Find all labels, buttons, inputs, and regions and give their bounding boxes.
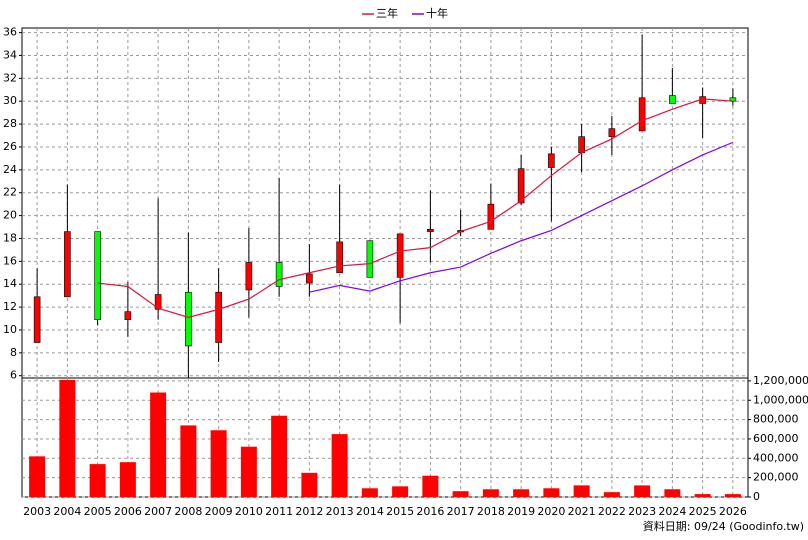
x-tick-label: 2004	[53, 505, 81, 518]
y-tick-label: 26	[3, 140, 17, 153]
y-tick-label: 18	[3, 231, 17, 244]
legend-label: 三年	[376, 6, 398, 20]
y2-tick-label: 1,200,000	[753, 374, 808, 387]
y-tick-label: 22	[3, 186, 17, 199]
y2-tick-label: 200,000	[753, 471, 799, 484]
x-tick-label: 2006	[114, 505, 142, 518]
candle-body	[427, 229, 434, 232]
candle-body	[669, 95, 676, 104]
x-tick-label: 2024	[658, 505, 686, 518]
volume-bar	[634, 485, 651, 497]
x-tick-label: 2021	[568, 505, 596, 518]
volume-bar	[210, 430, 227, 497]
candle-body	[396, 233, 404, 278]
candle-body	[275, 262, 283, 287]
y2-tick-label: 600,000	[753, 432, 799, 445]
x-tick-label: 2009	[205, 505, 233, 518]
y-tick-label: 10	[3, 323, 17, 336]
volume-bar	[29, 456, 46, 497]
x-tick-label: 2013	[326, 505, 354, 518]
volume-bar	[361, 488, 378, 497]
y2-tick-label: 1,000,000	[753, 393, 808, 406]
volume-bar	[603, 492, 620, 497]
volume-bar	[271, 415, 288, 497]
x-tick-label: 2018	[477, 505, 505, 518]
x-tick-label: 2014	[356, 505, 384, 518]
candle-body	[336, 241, 343, 274]
candle-body	[33, 296, 41, 343]
volume-bar	[573, 485, 590, 497]
candle-body	[64, 231, 71, 298]
volume-bar	[724, 494, 741, 497]
candle-body	[487, 203, 495, 230]
x-tick-label: 2015	[386, 505, 414, 518]
candle-body	[94, 231, 101, 320]
candle-body	[578, 136, 585, 153]
y2-tick-label: 0	[753, 490, 760, 503]
y-tick-label: 34	[3, 48, 17, 61]
candle-body	[245, 262, 253, 291]
volume-bar	[392, 486, 409, 497]
ma-line	[97, 98, 733, 319]
x-tick-label: 2012	[295, 505, 323, 518]
volume-bar	[513, 489, 530, 497]
y-tick-label: 6	[10, 369, 17, 382]
y2-tick-label: 800,000	[753, 413, 799, 426]
x-tick-label: 2026	[719, 505, 747, 518]
x-tick-label: 2022	[598, 505, 626, 518]
ma-line	[309, 141, 734, 293]
y-tick-label: 24	[3, 163, 17, 176]
volume-bar	[543, 488, 560, 497]
candle-body	[185, 291, 192, 347]
volume-bar	[59, 379, 76, 497]
volume-bar	[150, 392, 167, 497]
volume-bar	[482, 489, 499, 497]
y-tick-label: 16	[3, 254, 17, 267]
x-tick-label: 2019	[507, 505, 535, 518]
x-tick-label: 2011	[265, 505, 293, 518]
candle-body	[215, 291, 222, 343]
x-tick-label: 2010	[235, 505, 263, 518]
x-tick-label: 2016	[416, 505, 444, 518]
x-tick-label: 2025	[689, 505, 717, 518]
volume-bar	[89, 464, 106, 497]
price-frame	[21, 27, 749, 379]
volume-bar	[422, 475, 439, 497]
y-tick-label: 32	[3, 71, 17, 84]
candle-body	[638, 97, 646, 132]
y-tick-label: 20	[3, 209, 17, 222]
x-tick-label: 2017	[447, 505, 475, 518]
legend-label: 十年	[426, 6, 448, 20]
volume-bar	[694, 494, 711, 497]
volume-bar	[301, 472, 318, 497]
x-tick-label: 2005	[84, 505, 112, 518]
volume-bar	[331, 434, 348, 497]
x-tick-label: 2003	[23, 505, 51, 518]
candle-body	[608, 128, 616, 137]
y-tick-label: 8	[10, 346, 17, 359]
candle-body	[124, 311, 132, 320]
y2-tick-label: 400,000	[753, 451, 799, 464]
candle-body	[366, 240, 374, 278]
candle-body	[517, 168, 525, 204]
x-tick-label: 2020	[537, 505, 565, 518]
candle-body	[154, 294, 162, 310]
y-tick-label: 30	[3, 94, 17, 107]
volume-bar	[452, 491, 469, 497]
x-tick-label: 2023	[628, 505, 656, 518]
y-tick-label: 12	[3, 300, 17, 313]
candle-body	[548, 153, 555, 168]
candle-body	[306, 273, 313, 284]
x-tick-label: 2008	[174, 505, 202, 518]
y-tick-label: 28	[3, 117, 17, 130]
volume-bar	[119, 462, 136, 497]
volume-bar	[664, 489, 681, 497]
volume-bar	[180, 425, 197, 497]
y-tick-label: 14	[3, 277, 17, 290]
footnote: 資料日期: 09/24 (Goodinfo.tw)	[643, 519, 804, 533]
volume-bar	[240, 446, 257, 497]
y-tick-label: 36	[3, 26, 17, 39]
x-tick-label: 2007	[144, 505, 172, 518]
